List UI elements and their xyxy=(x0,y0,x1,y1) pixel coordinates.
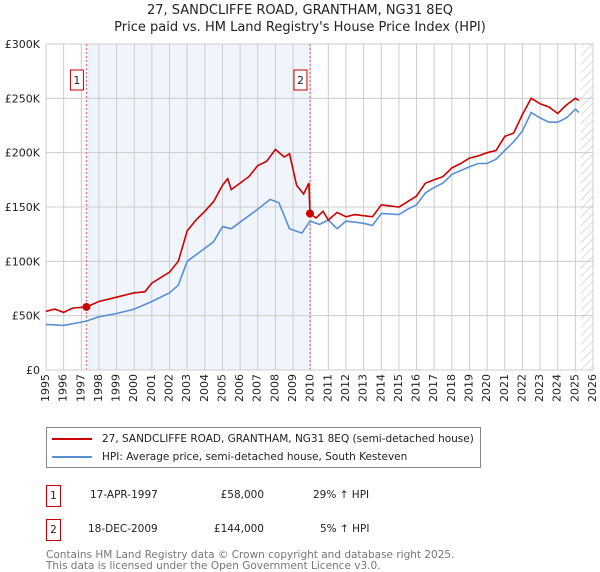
legend-item-property: 27, SANDCLIFFE ROAD, GRANTHAM, NG31 8EQ … xyxy=(52,433,474,445)
legend-label: 27, SANDCLIFFE ROAD, GRANTHAM, NG31 8EQ … xyxy=(102,433,474,445)
x-tick-label: 1997 xyxy=(74,374,87,402)
sale-label-box xyxy=(69,69,84,91)
x-tick-label: 2025 xyxy=(568,374,581,402)
marker-badge: 2 xyxy=(46,519,61,541)
footer-line: This data is licensed under the Open Gov… xyxy=(46,560,381,572)
x-tick-label: 2021 xyxy=(498,374,511,402)
x-tick-label: 2019 xyxy=(462,374,475,402)
y-tick-label: £250K xyxy=(5,92,41,105)
transaction-hpi: 5% ↑ HPI xyxy=(320,523,370,535)
chart-subtitle: Price paid vs. HM Land Registry's House … xyxy=(114,20,486,35)
x-tick-label: 1998 xyxy=(92,374,105,402)
x-tick-label: 2014 xyxy=(374,374,387,402)
x-tick-label: 2018 xyxy=(445,374,458,402)
x-tick-label: 2000 xyxy=(127,374,140,402)
x-tick-label: 2004 xyxy=(198,374,211,402)
x-tick-label: 2016 xyxy=(410,374,423,402)
chart-title: 27, SANDCLIFFE ROAD, GRANTHAM, NG31 8EQ xyxy=(146,3,454,18)
transaction-price: £58,000 xyxy=(220,489,264,501)
footer-line: Contains HM Land Registry data © Crown c… xyxy=(46,549,455,561)
footer: Contains HM Land Registry data © Crown c… xyxy=(46,550,454,572)
x-tick-label: 2017 xyxy=(427,374,440,402)
x-tick-label: 2009 xyxy=(286,374,299,402)
hpi-line xyxy=(45,108,580,327)
transaction-hpi: 29% ↑ HPI xyxy=(313,489,370,501)
x-tick-label: 1995 xyxy=(39,374,52,402)
y-tick-label: £300K xyxy=(5,38,41,51)
y-tick-label: £150K xyxy=(5,201,41,214)
x-tick-label: 2013 xyxy=(357,374,370,402)
legend-item-hpi: HPI: Average price, semi-detached house,… xyxy=(52,451,407,463)
x-tick-label: 2024 xyxy=(551,374,564,402)
x-tick-label: 2007 xyxy=(251,374,264,402)
x-tick-label: 2015 xyxy=(392,374,405,402)
property-price-line xyxy=(45,97,580,314)
price-chart: 1995 1996 1997 1998 1999 2000 2001 2002 2003 2004… xyxy=(5,38,599,402)
transaction-price: £144,000 xyxy=(213,523,264,535)
x-tick-label: 2023 xyxy=(533,374,546,402)
x-tick-label: 1996 xyxy=(57,374,70,402)
sale-label: 1 xyxy=(73,74,80,87)
legend: 27, SANDCLIFFE ROAD, GRANTHAM, NG31 8EQ … xyxy=(46,427,481,468)
x-tick-label: 2006 xyxy=(233,374,246,402)
x-tick-label: 2005 xyxy=(215,374,228,402)
x-tick-label: 2012 xyxy=(339,374,352,402)
sale-label-box xyxy=(293,69,308,91)
y-tick-label: £100K xyxy=(5,255,41,268)
y-tick-label: £200K xyxy=(5,147,41,160)
y-tick-label: £0 xyxy=(26,364,40,377)
x-tick-label: 2008 xyxy=(268,374,281,402)
x-tick-label: 2003 xyxy=(180,374,193,402)
x-tick-label: 1999 xyxy=(110,374,123,402)
x-tick-label: 2026 xyxy=(586,374,599,402)
x-tick-label: 2022 xyxy=(515,374,528,402)
transaction-date: 18-DEC-2009 xyxy=(88,523,158,535)
marker-badge: 1 xyxy=(46,485,61,507)
x-tick-label: 2001 xyxy=(145,374,158,402)
sale-point xyxy=(82,302,91,311)
x-tick-label: 2002 xyxy=(163,374,176,402)
legend-label: HPI: Average price, semi-detached house,… xyxy=(102,451,408,463)
transaction-date: 17-APR-1997 xyxy=(90,489,158,501)
x-tick-label: 2010 xyxy=(304,374,317,402)
sale-label: 2 xyxy=(297,74,304,87)
y-tick-label: £50K xyxy=(12,310,41,323)
sale-point xyxy=(305,209,314,218)
legend-swatch-red xyxy=(52,438,92,440)
x-tick-label: 2020 xyxy=(480,374,493,402)
x-tick-label: 2011 xyxy=(321,374,334,402)
legend-swatch-blue xyxy=(52,456,92,458)
